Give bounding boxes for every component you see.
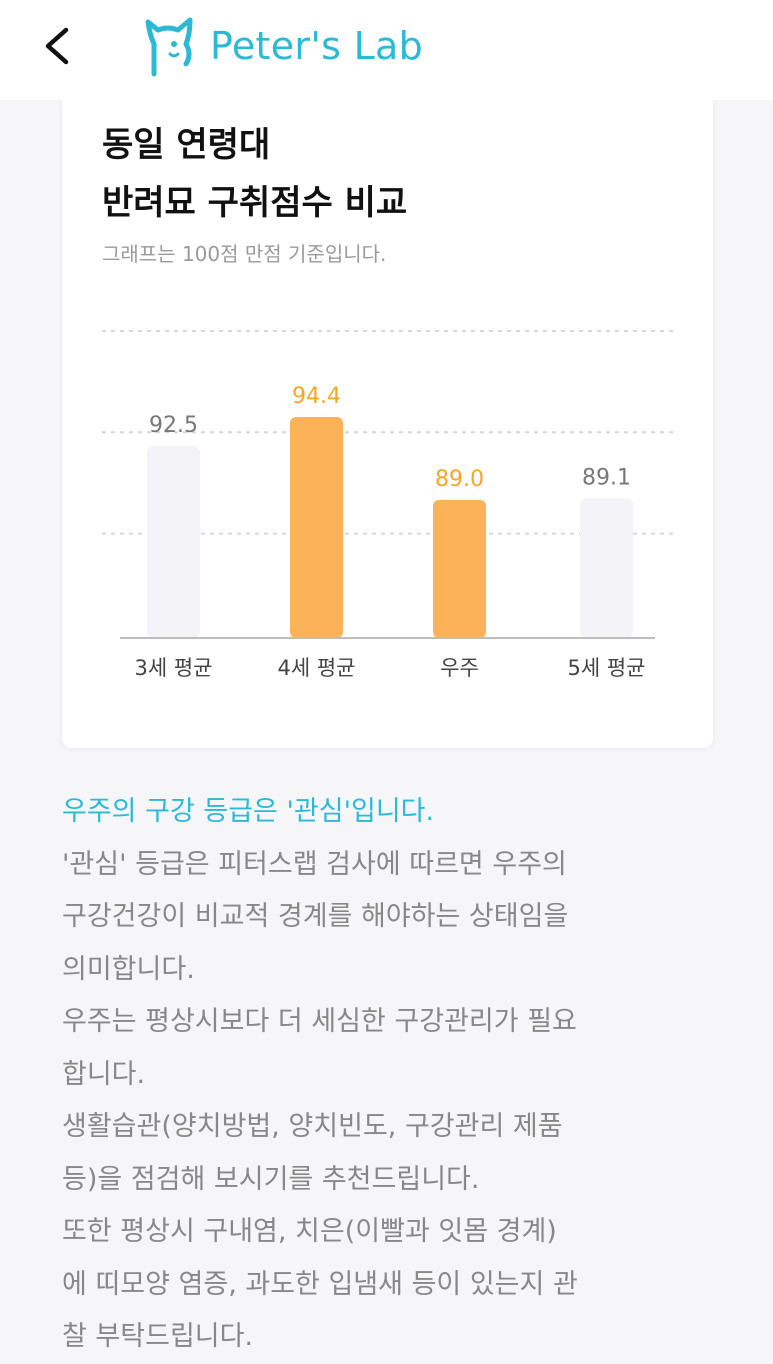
bar xyxy=(433,499,486,638)
bar-value-label: 94.4 xyxy=(292,384,341,409)
description-line: 구강건강이 비교적 경계를 해야하는 상태임을 xyxy=(62,901,569,932)
card-title-line2: 반려묘 구취점수 비교 xyxy=(102,183,408,223)
description-line: 우주는 평상시보다 더 세심한 구강관리가 필요 xyxy=(62,1006,577,1037)
description-line: 생활습관(양치방법, 양치빈도, 구강관리 제품 xyxy=(62,1111,563,1142)
description-line: 에 띠모양 염증, 과도한 입냄새 등이 있는지 관 xyxy=(62,1268,578,1300)
comparison-card: 동일 연령대 반려묘 구취점수 비교 그래프는 100점 만점 기준입니다. 9… xyxy=(62,86,713,748)
bar-value-label: 92.5 xyxy=(149,413,198,438)
app-header: Peter's Lab xyxy=(0,0,773,100)
grade-headline: 우주의 구강 등급은 '관심'입니다. xyxy=(62,796,435,827)
category-label: 4세 평균 xyxy=(278,656,356,680)
bar-value-label: 89.1 xyxy=(582,465,631,490)
grade-description: 우주의 구강 등급은 '관심'입니다. '관심' 등급은 피터스랩 검사에 따르… xyxy=(62,786,742,1364)
description-line: 등)을 점검해 보시기를 추천드립니다. xyxy=(62,1163,480,1195)
description-line: 합니다. xyxy=(62,1058,146,1090)
cat-logo-icon xyxy=(145,17,193,77)
bar xyxy=(147,446,200,638)
description-line: 찰 부탁드립니다. xyxy=(62,1321,254,1352)
chevron-left-icon xyxy=(45,27,69,65)
score-bar-chart: 92.5 3세 평균 94.4 4세 평균 89.0 우주 89.1 5세 평균 xyxy=(102,330,674,680)
bar-value-label: 89.0 xyxy=(435,467,484,492)
description-line: 또한 평상시 구내염, 치은(이빨과 잇몸 경계) xyxy=(62,1216,557,1247)
brand-logo: Peter's Lab xyxy=(140,14,423,78)
category-label: 5세 평균 xyxy=(568,656,646,680)
bar xyxy=(580,498,633,638)
card-title-line1: 동일 연령대 xyxy=(102,125,271,165)
category-label: 3세 평균 xyxy=(135,656,213,680)
category-label: 우주 xyxy=(440,656,479,680)
description-line: '관심' 등급은 피터스랩 검사에 따르면 우주의 xyxy=(62,848,567,880)
brand-name: Peter's Lab xyxy=(210,24,424,68)
back-button[interactable] xyxy=(40,24,80,68)
card-subtitle: 그래프는 100점 만점 기준입니다. xyxy=(102,242,387,266)
card-title: 동일 연령대 반려묘 구취점수 비교 xyxy=(102,116,407,232)
bar xyxy=(290,416,343,638)
description-line: 의미합니다. xyxy=(62,953,195,985)
